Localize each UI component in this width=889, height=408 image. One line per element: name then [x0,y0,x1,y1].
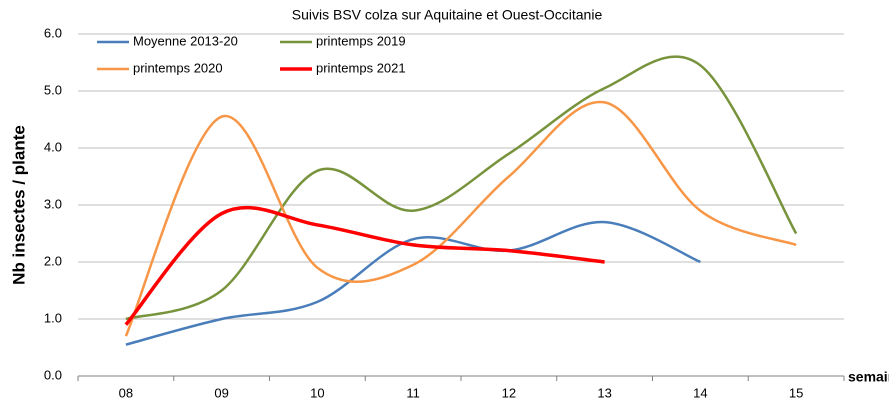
x-tick-label: 08 [119,385,133,400]
legend-label: Moyenne 2013-20 [133,33,238,48]
y-tick-label: 1.0 [44,310,62,325]
y-tick-label: 3.0 [44,196,62,211]
x-tick-label: 12 [502,385,516,400]
legend-label: printemps 2021 [316,60,406,75]
x-tick-label: 15 [789,385,803,400]
y-tick-label: 4.0 [44,139,62,154]
x-tick-label: 10 [310,385,324,400]
legend-label: printemps 2020 [133,60,223,75]
series-line [124,100,797,337]
x-tick-label: 13 [597,385,611,400]
chart-title: Suivis BSV colza sur Aquitaine et Ouest-… [292,7,603,23]
x-axis-label: semaine [848,369,889,385]
y-tick-label: 2.0 [44,253,62,268]
y-tick-label: 5.0 [44,82,62,97]
y-axis-label: Nb insectes / plante [9,125,28,285]
y-tick-label: 0.0 [44,367,62,382]
legend-label: printemps 2019 [316,33,406,48]
x-tick-label: 09 [214,385,228,400]
x-tick-label: 11 [406,385,420,400]
x-tick-label: 14 [693,385,707,400]
y-tick-label: 6.0 [44,25,62,40]
series-line [124,205,605,326]
series-line [125,55,798,321]
series-line [125,220,701,346]
